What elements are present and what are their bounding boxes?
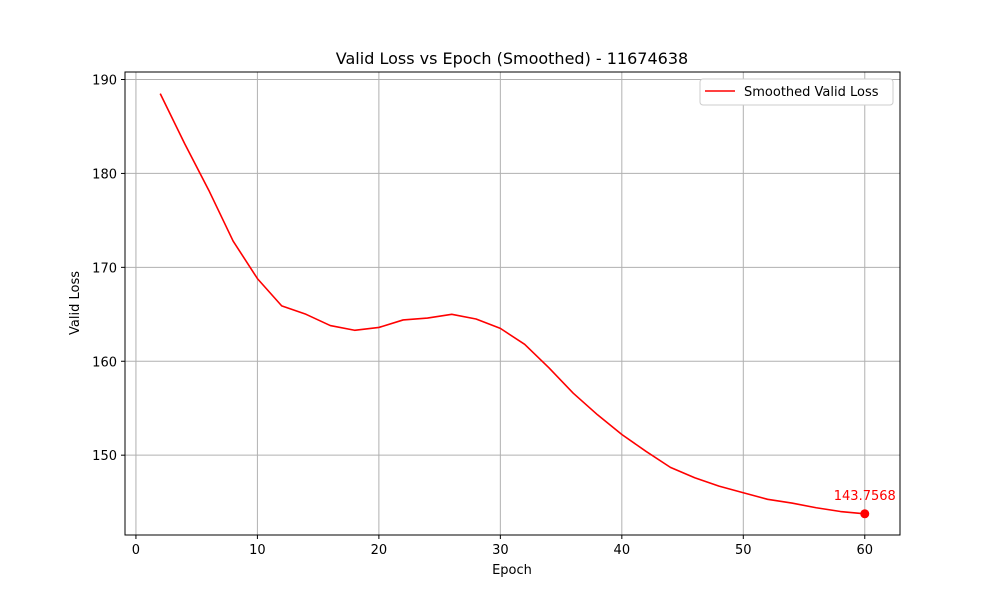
- final-value-label: 143.7568: [834, 489, 896, 504]
- series-line: [159, 93, 865, 515]
- x-axis-label: Epoch: [492, 563, 532, 578]
- legend: Smoothed Valid Loss: [699, 78, 894, 106]
- y-tick-label: 170: [92, 261, 117, 276]
- plot-area: 143.7568: [159, 93, 896, 519]
- y-axis-label: Valid Loss: [68, 271, 83, 335]
- grid-lines: [125, 72, 900, 535]
- y-tick-label: 190: [92, 74, 117, 89]
- x-tick-label: 30: [492, 543, 509, 558]
- x-tick-label: 0: [132, 543, 140, 558]
- x-tick-label: 40: [614, 543, 631, 558]
- y-tick-label: 160: [92, 355, 117, 370]
- final-value-marker: [860, 509, 870, 519]
- y-tick-label: 150: [92, 449, 117, 464]
- x-axis-ticks: 0 10 20 30 40 50 60: [132, 535, 873, 558]
- y-axis-ticks: 150 160 170 180 190: [92, 74, 125, 464]
- axes-frame: [124, 71, 901, 536]
- legend-label: Smoothed Valid Loss: [744, 85, 879, 100]
- legend-box: [699, 78, 894, 106]
- x-tick-label: 60: [856, 543, 873, 558]
- x-tick-label: 10: [249, 543, 266, 558]
- chart-title: Valid Loss vs Epoch (Smoothed) - 1167463…: [336, 49, 688, 68]
- x-tick-label: 50: [735, 543, 752, 558]
- y-tick-label: 180: [92, 167, 117, 182]
- x-tick-label: 20: [371, 543, 388, 558]
